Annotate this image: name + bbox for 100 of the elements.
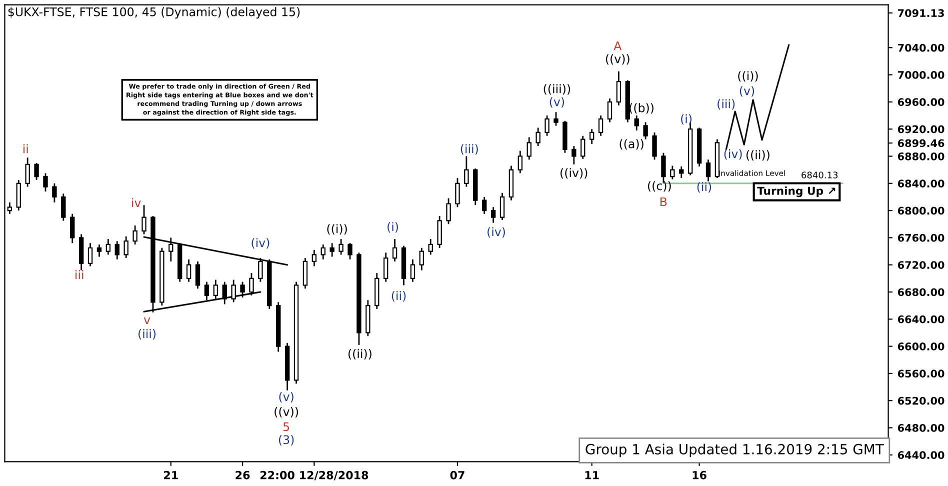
candlestick [419, 247, 424, 271]
candlestick [25, 156, 30, 188]
y-tick-label: 6760.00 [898, 234, 944, 242]
candlestick [186, 258, 192, 283]
candlestick [526, 136, 532, 160]
annotation: ((ii)) [348, 349, 372, 360]
candlestick [670, 165, 675, 180]
chart-title: $UKX-FTSE, FTSE 100, 45 (Dynamic) (delayed 15) [8, 7, 300, 19]
annotation: iii [76, 270, 84, 280]
annotation: ((ii)) [746, 150, 770, 161]
annotation: ((iv)) [560, 168, 588, 179]
candlestick [338, 238, 344, 256]
candlestick [589, 128, 594, 145]
candlestick [410, 258, 416, 283]
candlestick [500, 192, 505, 221]
annotation: ((a)) [620, 139, 644, 150]
candlestick [114, 240, 120, 260]
candlestick [464, 156, 469, 188]
x-tick-label: 11 [585, 471, 599, 480]
y-tick-label: 6800.00 [898, 206, 944, 215]
candlestick [482, 196, 487, 215]
candlestick [70, 213, 75, 244]
candlestick [544, 114, 550, 137]
annotation: 5 [283, 422, 290, 432]
annotation: ((i)) [738, 71, 758, 82]
annotation: 6840.13 [802, 172, 838, 178]
y-tick-label: 6600.00 [898, 342, 944, 350]
candlestick [616, 70, 622, 106]
candlestick [132, 224, 138, 246]
candlestick [302, 257, 308, 290]
annotation: (v) [550, 97, 564, 108]
candlestick [428, 238, 433, 256]
candlestick [88, 242, 93, 267]
candlestick [580, 135, 586, 160]
candlestick [106, 238, 111, 256]
candlestick [643, 122, 648, 140]
annotation: (iv) [488, 227, 505, 238]
candlestick [598, 114, 604, 137]
y-tick-label: 6520.00 [898, 396, 944, 405]
candlestick [392, 238, 398, 262]
annotation: A [614, 41, 622, 50]
candlestick [34, 162, 39, 181]
candlestick [312, 249, 317, 267]
candlestick [437, 215, 442, 249]
annotation: (v) [740, 86, 754, 97]
candlestick [195, 260, 200, 290]
annotation: (iv) [724, 149, 742, 160]
candlestick [490, 206, 496, 224]
y-tick-label: 6640.00 [898, 315, 944, 324]
annotation: (iv) [252, 238, 270, 249]
x-tick-label: 26 [236, 470, 250, 480]
y-tick-label: 6440.00 [898, 451, 944, 460]
candlestick [446, 198, 451, 225]
annotation: ii [23, 144, 28, 154]
candlestick [52, 182, 57, 204]
annotation: (ii) [697, 182, 712, 193]
y-tick-label: 6840.00 [898, 180, 944, 188]
annotation: ((c)) [648, 181, 671, 192]
candlestick [536, 127, 540, 147]
annotation: B [660, 197, 667, 206]
candlestick [124, 236, 128, 259]
annotation: v [144, 318, 150, 324]
candlestick [142, 204, 146, 235]
y-tick-label: 6960.00 [898, 98, 944, 106]
y-tick-label: 7040.00 [898, 44, 944, 52]
candlestick [455, 177, 460, 208]
candlestick [679, 166, 684, 179]
candlestick [43, 172, 48, 192]
candlestick [96, 244, 102, 258]
annotation: (ii) [392, 291, 406, 302]
y-tick-label: 7091.13 [898, 9, 944, 18]
y-tick-label: 6720.00 [898, 261, 944, 269]
y-tick-label: 6680.00 [898, 288, 944, 296]
candlestick [554, 111, 558, 126]
candlestick [330, 242, 334, 258]
annotation: Turning Up ↗ [757, 186, 836, 198]
x-tick-label: 22:00 12/28/2018 [260, 470, 368, 480]
candlestick [652, 132, 657, 160]
candlestick [348, 242, 352, 260]
y-tick-label: 6480.00 [898, 424, 944, 432]
annotation: (i) [388, 222, 398, 233]
candlestick [61, 192, 66, 222]
annotation: ((iii)) [544, 84, 570, 95]
y-tick-label: 6880.00 [898, 152, 944, 160]
annotation: (iii) [138, 329, 156, 340]
annotation: (iii) [718, 99, 735, 110]
y-tick-label: 7000.00 [898, 71, 944, 79]
annotation: iv [132, 198, 141, 208]
x-tick-label: 16 [692, 470, 706, 480]
annotation: Group 1 Asia Updated 1.16.2019 2:15 GMT [586, 444, 884, 458]
annotation: (v) [279, 392, 294, 403]
candlestick [16, 179, 21, 212]
candlestick [383, 252, 388, 283]
annotation: ((i)) [327, 224, 347, 235]
candlestick [572, 145, 576, 166]
annotation: ((v)) [606, 54, 630, 65]
y-tick-label: 6899.46 [898, 139, 944, 148]
annotation: (3) [278, 435, 294, 446]
annotation: ((b)) [630, 103, 654, 114]
x-tick-label: 07 [450, 470, 464, 480]
